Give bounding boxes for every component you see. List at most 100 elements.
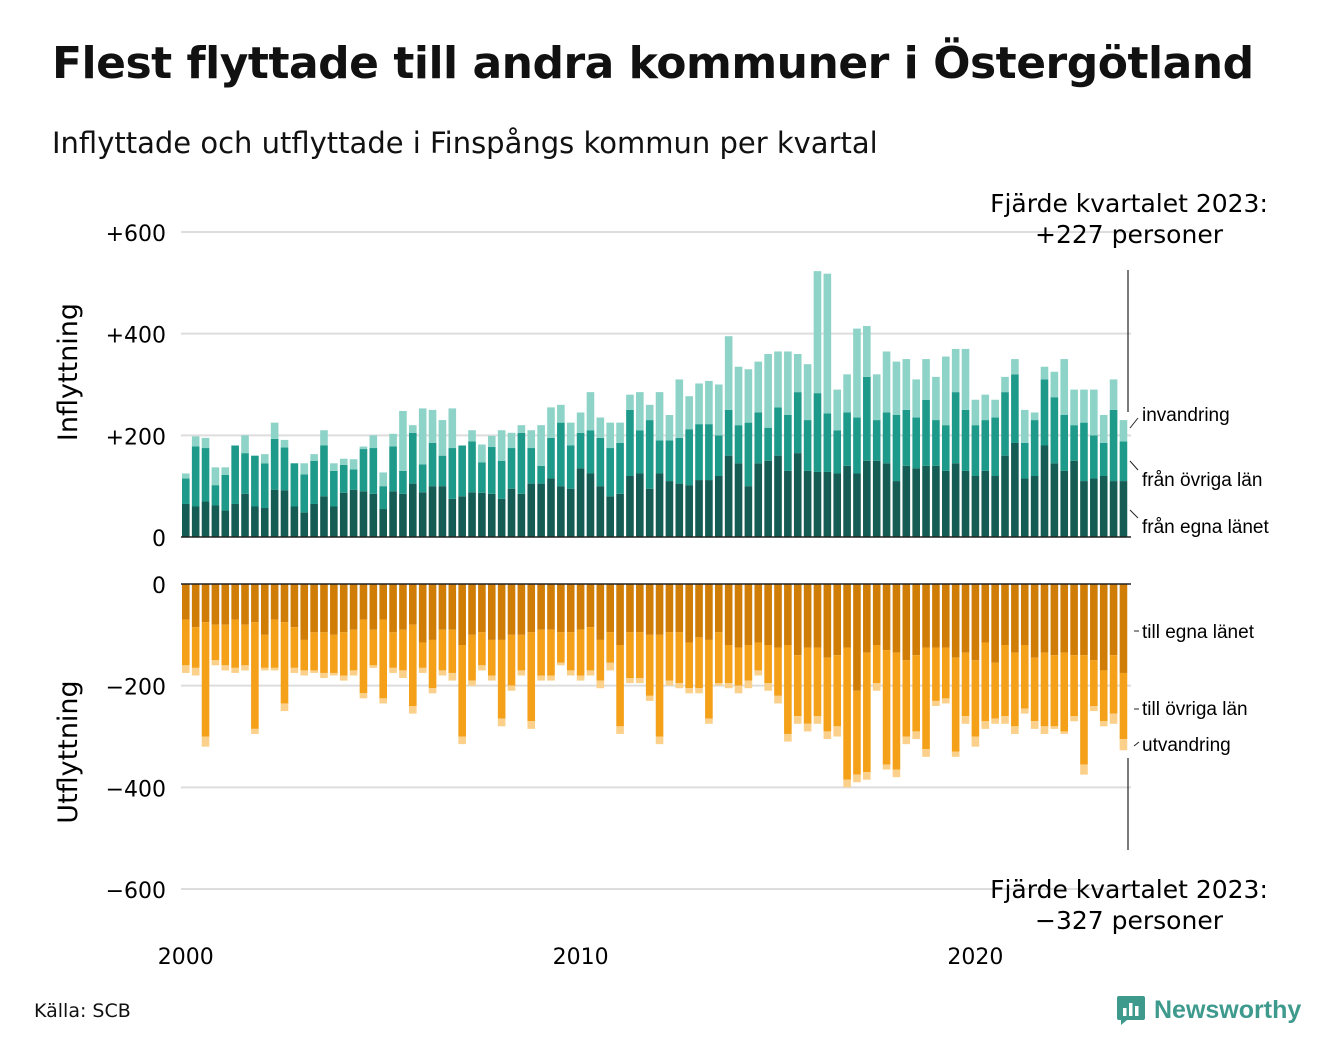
bar-fran-egna-lanet	[774, 455, 782, 537]
bar-till-ovriga-lan	[468, 634, 476, 681]
bar-fran-egna-lanet	[517, 493, 526, 537]
bar-till-ovriga-lan	[793, 655, 802, 717]
bar-utvandring	[991, 718, 999, 724]
bar-fran-egna-lanet	[675, 483, 684, 537]
bar-utvandring	[863, 772, 871, 780]
bar-till-egna-lanet	[1011, 584, 1019, 653]
bar-till-ovriga-lan	[241, 624, 249, 666]
bar-invandring	[813, 271, 822, 394]
bar-invandring	[626, 394, 634, 410]
bar-till-ovriga-lan	[566, 632, 575, 671]
bar-fran-egna-lanet	[1050, 463, 1059, 537]
bar-fran-egna-lanet	[764, 460, 772, 537]
bar-fran-ovriga-lan	[359, 449, 368, 492]
bar-till-ovriga-lan	[369, 629, 378, 666]
grid-lines	[181, 231, 1131, 890]
bar-till-egna-lanet	[803, 584, 812, 648]
bar-till-egna-lanet	[863, 584, 871, 653]
bar-utvandring	[1099, 721, 1108, 727]
bar-invandring	[379, 472, 387, 487]
bar-invandring	[566, 422, 575, 446]
bar-utvandring	[507, 685, 516, 691]
bar-till-egna-lanet	[270, 584, 279, 620]
bar-fran-egna-lanet	[626, 476, 634, 537]
bar-till-egna-lanet	[833, 584, 842, 656]
bar-utvandring	[932, 700, 940, 706]
bar-utvandring	[586, 670, 595, 676]
bar-till-ovriga-lan	[1030, 657, 1039, 722]
bar-till-ovriga-lan	[971, 660, 980, 737]
bar-fran-egna-lanet	[399, 493, 407, 537]
bar-invandring	[833, 389, 842, 431]
bar-till-ovriga-lan	[231, 619, 239, 668]
bar-till-ovriga-lan	[339, 632, 348, 676]
y-tick-labels: 0 +200 +400 +600 0 −200 −400 −600	[106, 222, 166, 904]
bar-till-egna-lanet	[221, 584, 230, 625]
bar-invandring	[1060, 359, 1069, 415]
bar-till-egna-lanet	[517, 584, 526, 635]
bar-fran-ovriga-lan	[843, 412, 851, 466]
bar-fran-ovriga-lan	[537, 465, 545, 484]
bar-fran-egna-lanet	[655, 473, 664, 537]
bar-fran-egna-lanet	[182, 503, 190, 537]
bar-fran-ovriga-lan	[468, 441, 476, 493]
bar-till-ovriga-lan	[191, 627, 200, 668]
bar-invandring	[705, 380, 713, 425]
bar-invandring	[497, 430, 506, 461]
bar-till-ovriga-lan	[912, 655, 920, 732]
bar-till-ovriga-lan	[359, 619, 368, 694]
bar-utvandring	[892, 769, 901, 778]
bar-utvandring	[941, 698, 950, 704]
bar-till-egna-lanet	[981, 584, 990, 643]
bar-till-ovriga-lan	[991, 662, 999, 719]
bar-invandring	[951, 348, 960, 393]
bar-till-ovriga-lan	[458, 645, 466, 737]
bar-fran-ovriga-lan	[547, 437, 555, 479]
x-tick-label: 2020	[947, 945, 1003, 970]
bar-invandring	[912, 379, 920, 418]
bar-invandring	[863, 326, 871, 377]
bar-utvandring	[774, 695, 782, 704]
bar-invandring	[547, 407, 555, 438]
bar-till-ovriga-lan	[497, 639, 506, 719]
bar-fran-ovriga-lan	[201, 448, 210, 502]
bar-fran-ovriga-lan	[310, 460, 318, 504]
bar-till-egna-lanet	[241, 584, 249, 625]
bar-utvandring	[714, 683, 723, 686]
bar-fran-egna-lanet	[961, 470, 970, 537]
bar-till-egna-lanet	[507, 584, 516, 635]
bar-fran-egna-lanet	[487, 493, 496, 537]
bar-invandring	[1080, 389, 1088, 423]
x-tick-label: 2010	[553, 945, 609, 970]
bar-till-ovriga-lan	[951, 657, 960, 752]
bar-fran-egna-lanet	[280, 490, 289, 537]
leader-utvandring	[1133, 741, 1140, 747]
bar-fran-ovriga-lan	[872, 420, 881, 461]
bar-fran-egna-lanet	[310, 503, 318, 537]
annotation-bottom-line2: −327 personer	[1035, 906, 1224, 935]
bar-invandring	[359, 446, 368, 450]
bar-till-ovriga-lan	[685, 642, 693, 689]
logo-text: Newsworthy	[1154, 995, 1302, 1024]
bar-invandring	[744, 369, 753, 423]
bar-utvandring	[478, 665, 486, 671]
bar-till-egna-lanet	[260, 584, 269, 635]
bar-fran-egna-lanet	[330, 506, 338, 537]
bar-utvandring	[645, 695, 654, 701]
bar-fran-egna-lanet	[843, 465, 851, 537]
bar-utvandring	[290, 667, 299, 673]
bar-till-egna-lanet	[280, 584, 289, 623]
bar-fran-ovriga-lan	[734, 425, 743, 464]
bar-till-egna-lanet	[872, 584, 881, 645]
bar-till-egna-lanet	[655, 584, 664, 635]
label-invandring: invandring	[1142, 405, 1230, 426]
bar-fran-ovriga-lan	[932, 420, 940, 466]
bar-fran-egna-lanet	[349, 489, 358, 537]
bar-invandring	[478, 444, 486, 463]
inflow-bars	[182, 271, 1128, 537]
bar-utvandring	[764, 683, 772, 691]
bar-fran-ovriga-lan	[290, 463, 299, 507]
bar-fran-ovriga-lan	[951, 392, 960, 464]
bar-till-egna-lanet	[665, 584, 674, 633]
bar-till-egna-lanet	[359, 584, 368, 620]
